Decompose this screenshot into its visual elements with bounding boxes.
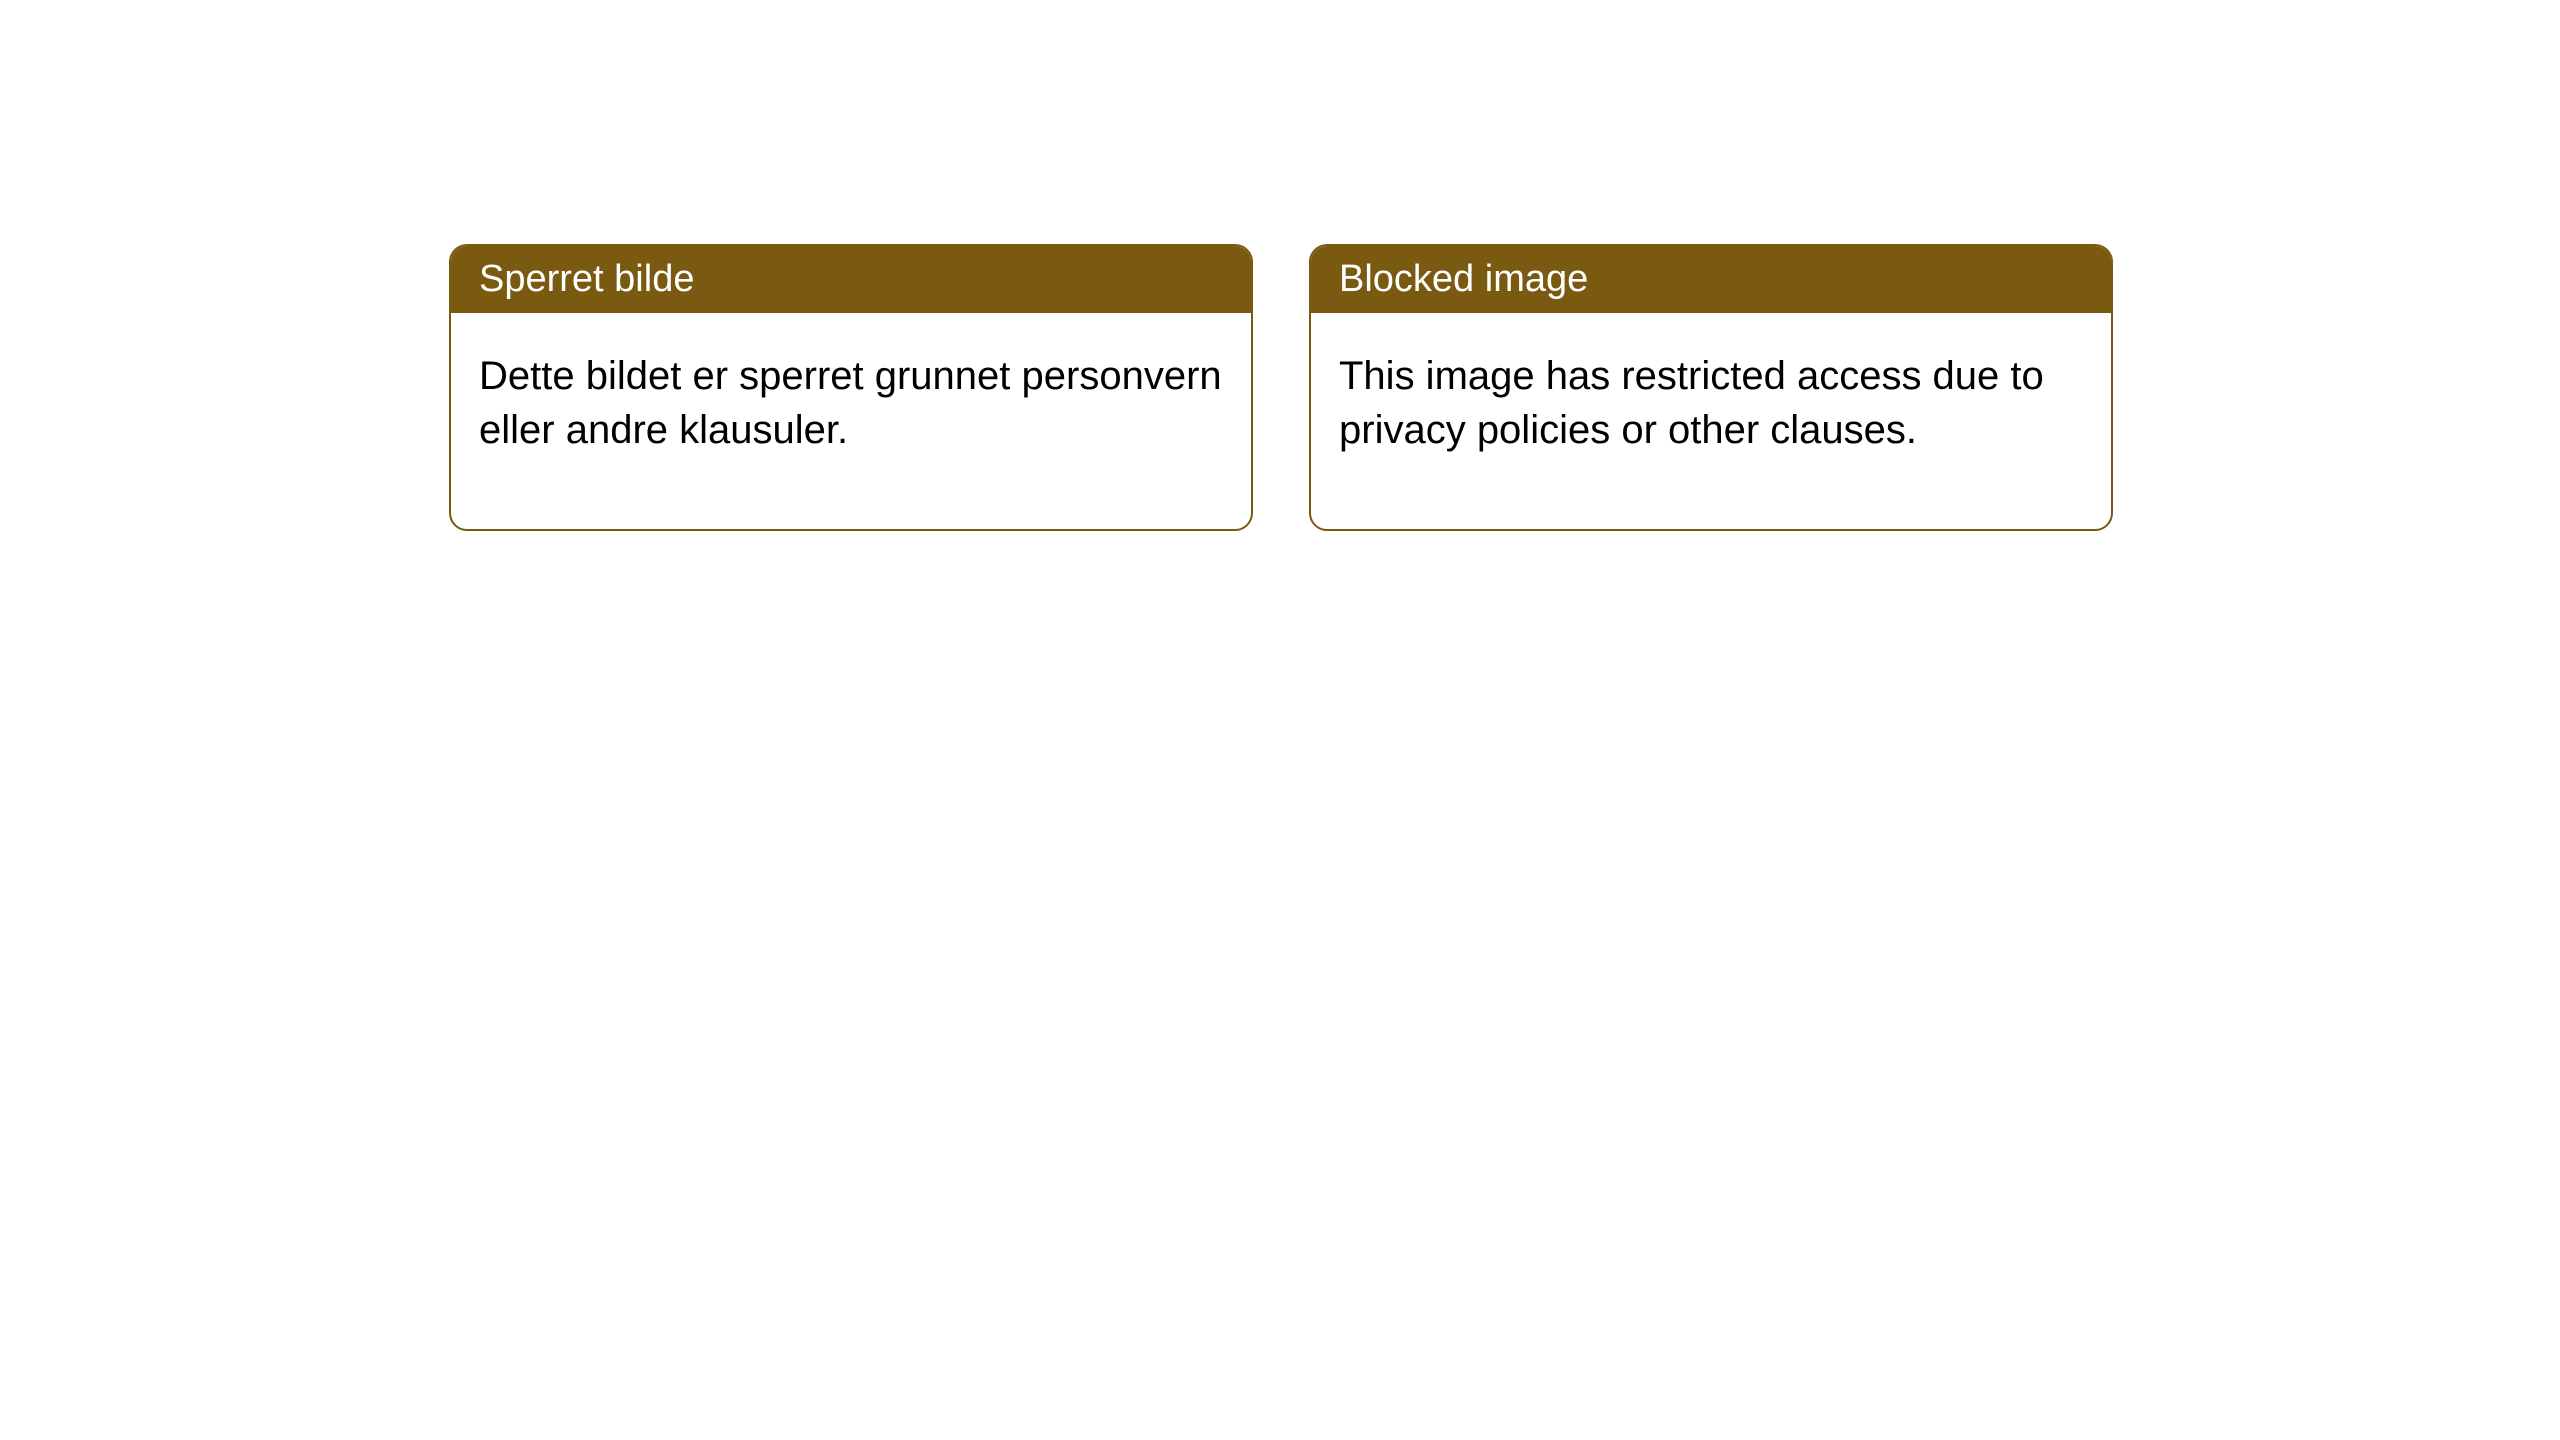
card-body: This image has restricted access due to … [1311,313,2111,529]
card-body-text: This image has restricted access due to … [1339,354,2044,452]
card-header-text: Sperret bilde [479,258,694,300]
card-header: Blocked image [1311,246,2111,313]
card-body-text: Dette bildet er sperret grunnet personve… [479,354,1222,452]
card-header-text: Blocked image [1339,258,1588,300]
notice-card-english: Blocked image This image has restricted … [1309,244,2113,531]
notice-card-norwegian: Sperret bilde Dette bildet er sperret gr… [449,244,1253,531]
card-body: Dette bildet er sperret grunnet personve… [451,313,1251,529]
notice-cards-container: Sperret bilde Dette bildet er sperret gr… [449,244,2113,531]
card-header: Sperret bilde [451,246,1251,313]
